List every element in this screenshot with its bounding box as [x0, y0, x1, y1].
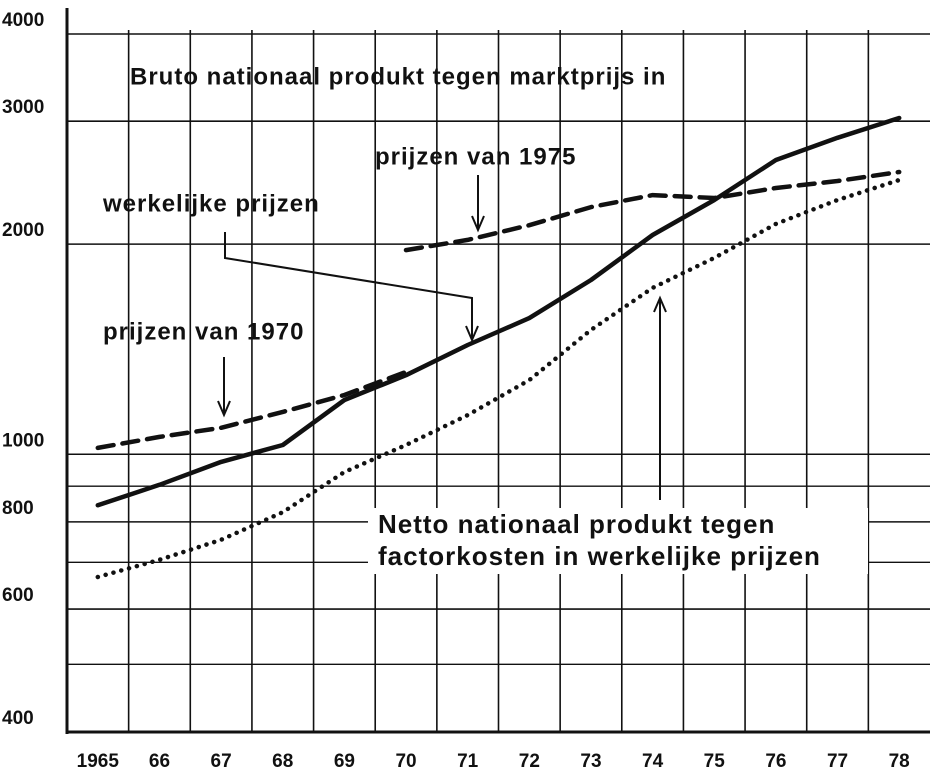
series-line	[95, 369, 409, 451]
chart-title: Bruto nationaal produkt tegen marktprijs…	[130, 63, 666, 90]
x-tick-label: 71	[457, 751, 479, 772]
arrows	[217, 175, 667, 500]
x-tick-label: 76	[765, 751, 786, 772]
x-tick-label: 72	[519, 751, 540, 772]
x-tick-label: 66	[149, 751, 170, 772]
series-line	[95, 115, 902, 508]
x-tick-label: 1965	[77, 751, 120, 772]
x-tick-label: 74	[642, 751, 664, 772]
lines	[95, 115, 902, 580]
x-tick-label: 67	[211, 751, 232, 772]
arrow	[224, 232, 479, 343]
y-tick-label: 400	[2, 708, 34, 729]
annotation: Netto nationaal produkt tegen	[378, 509, 775, 539]
x-tick-label: 70	[395, 751, 416, 772]
x-tick-label: 77	[827, 751, 848, 772]
annotation: factorkosten in werkelijke prijzen	[378, 541, 821, 571]
x-tick-label: 69	[334, 751, 355, 772]
grid	[65, 8, 930, 734]
label-background	[368, 508, 868, 574]
series-label: prijzen van 1970	[103, 318, 304, 345]
x-tick-label: 78	[889, 751, 910, 772]
series-line	[403, 169, 902, 253]
x-tick-label: 68	[272, 751, 293, 772]
y-tick-label: 4000	[2, 10, 44, 31]
y-tick-label: 800	[2, 498, 34, 519]
y-tick-label: 600	[2, 585, 34, 606]
series-label: prijzen van 1975	[375, 143, 576, 170]
y-tick-label: 2000	[2, 220, 44, 241]
arrow	[653, 295, 667, 500]
x-tick-label: 75	[704, 751, 726, 772]
y-tick-label: 1000	[2, 430, 44, 451]
x-tick-label: 73	[580, 751, 601, 772]
arrow	[471, 175, 485, 233]
y-tick-label: 3000	[2, 97, 44, 118]
arrow	[217, 357, 231, 418]
series-label: werkelijke prijzen	[102, 190, 320, 217]
